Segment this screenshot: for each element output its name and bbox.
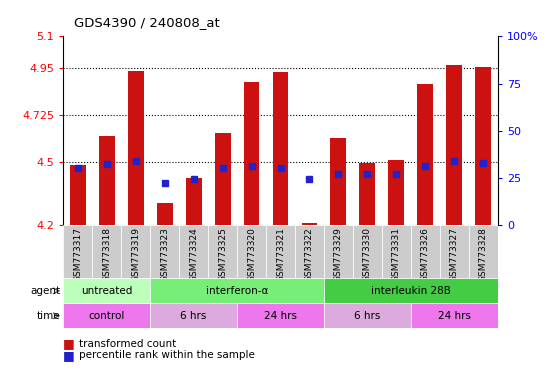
Text: GSM773326: GSM773326 [421,227,430,282]
Text: untreated: untreated [81,286,133,296]
Bar [475,68,491,225]
Bar [324,225,353,278]
Text: GSM773324: GSM773324 [189,227,198,282]
Text: 24 hrs: 24 hrs [438,311,471,321]
Text: transformed count: transformed count [79,339,176,349]
Text: GSM773322: GSM773322 [305,227,314,282]
Bar [128,71,144,225]
Text: control: control [89,311,125,321]
Text: ■: ■ [63,349,75,362]
Bar [63,278,150,303]
Text: ■: ■ [63,337,75,350]
Bar [469,225,498,278]
Bar [150,278,324,303]
Text: time: time [37,311,60,321]
Text: GSM773317: GSM773317 [73,227,82,282]
Bar [157,203,173,225]
Text: GSM773323: GSM773323 [160,227,169,282]
Bar [360,163,375,225]
Bar [388,160,404,225]
Bar [63,225,92,278]
Bar [331,138,346,225]
Bar [70,165,86,225]
Bar [353,225,382,278]
Text: GSM773325: GSM773325 [218,227,227,282]
Text: 24 hrs: 24 hrs [264,311,297,321]
Text: GSM773330: GSM773330 [363,227,372,282]
Bar [150,225,179,278]
Bar [266,225,295,278]
Text: 6 hrs: 6 hrs [354,311,381,321]
Text: interferon-α: interferon-α [206,286,268,296]
Text: interleukin 28B: interleukin 28B [371,286,451,296]
Bar [324,278,498,303]
Bar [208,225,237,278]
Text: GSM773319: GSM773319 [131,227,140,282]
Bar [447,65,462,225]
Bar [92,225,121,278]
Bar [237,225,266,278]
Text: GSM773327: GSM773327 [450,227,459,282]
Bar [417,83,433,225]
Bar [99,136,114,225]
Bar [411,303,498,328]
Text: GSM773318: GSM773318 [102,227,111,282]
Bar [179,225,208,278]
Bar [301,223,317,225]
Bar [150,303,237,328]
Text: GSM773331: GSM773331 [392,227,401,282]
Bar [63,303,150,328]
Bar [440,225,469,278]
Text: GSM773320: GSM773320 [247,227,256,282]
Text: agent: agent [30,286,60,296]
Text: GSM773329: GSM773329 [334,227,343,282]
Bar [186,178,201,225]
Text: GSM773321: GSM773321 [276,227,285,282]
Bar [121,225,150,278]
Bar [214,132,230,225]
Bar [324,303,411,328]
Text: 6 hrs: 6 hrs [180,311,207,321]
Text: percentile rank within the sample: percentile rank within the sample [79,350,255,360]
Bar [244,83,260,225]
Text: GSM773328: GSM773328 [478,227,488,282]
Text: GDS4390 / 240808_at: GDS4390 / 240808_at [74,16,220,29]
Bar [411,225,440,278]
Bar [273,72,288,225]
Bar [237,303,324,328]
Bar [382,225,411,278]
Bar [295,225,324,278]
